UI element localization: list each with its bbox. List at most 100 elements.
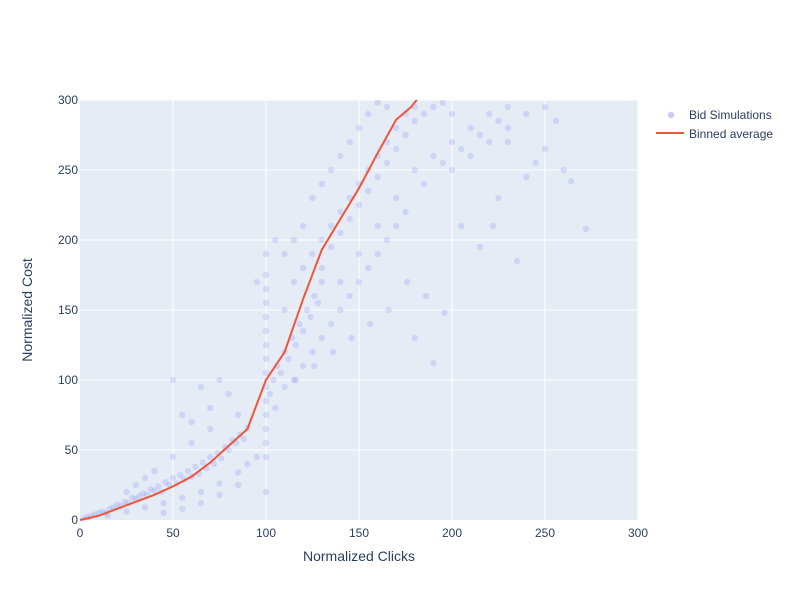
scatter-point bbox=[162, 479, 169, 486]
x-axis-title: Normalized Clicks bbox=[303, 548, 415, 564]
scatter-point bbox=[104, 512, 112, 519]
scatter-point bbox=[393, 145, 400, 153]
x-tick-label: 300 bbox=[628, 526, 648, 540]
scatter-point bbox=[327, 166, 335, 174]
legend-label-bid-simulations: Bid Simulations bbox=[689, 108, 772, 122]
scatter-point bbox=[486, 110, 493, 118]
scatter-point bbox=[290, 236, 298, 244]
scatter-point bbox=[225, 390, 232, 398]
scatter-point bbox=[136, 493, 143, 500]
scatter-point bbox=[366, 320, 374, 328]
scatter-point bbox=[355, 201, 363, 209]
scatter-point bbox=[411, 334, 418, 342]
scatter-point bbox=[141, 504, 149, 511]
scatter-point bbox=[383, 159, 391, 167]
scatter-point bbox=[262, 355, 270, 363]
scatter-point bbox=[355, 250, 363, 258]
scatter-point bbox=[411, 166, 418, 174]
legend-marker-scatter bbox=[667, 111, 675, 119]
scatter-point bbox=[458, 145, 465, 153]
scatter-point bbox=[277, 369, 285, 377]
scatter-point bbox=[458, 222, 465, 230]
scatter-point bbox=[318, 264, 325, 272]
scatter-point bbox=[318, 236, 325, 244]
scatter-point bbox=[439, 99, 446, 107]
scatter-point bbox=[374, 99, 381, 107]
scatter-point bbox=[448, 110, 456, 118]
scatter-point bbox=[272, 404, 279, 412]
scatter-point bbox=[179, 505, 186, 512]
scatter-point bbox=[285, 355, 292, 363]
scatter-point bbox=[355, 124, 363, 132]
binned-average-line bbox=[79, 99, 418, 521]
scatter-point bbox=[266, 390, 273, 398]
scatter-point bbox=[346, 292, 353, 300]
scatter-point bbox=[300, 264, 307, 272]
scatter-point bbox=[393, 222, 400, 230]
scatter-point bbox=[365, 187, 372, 195]
scatter-point bbox=[513, 257, 521, 265]
scatter-point bbox=[154, 483, 162, 490]
scatter-point bbox=[495, 117, 502, 125]
scatter-point bbox=[197, 500, 205, 507]
scatter-point bbox=[262, 369, 270, 377]
scatter-point bbox=[114, 501, 121, 508]
y-axis-title: Normalized Cost bbox=[19, 258, 35, 362]
scatter-point bbox=[541, 103, 549, 111]
scatter-point bbox=[355, 278, 363, 286]
scatter-point bbox=[311, 362, 318, 370]
scatter-point bbox=[582, 225, 590, 232]
scatter-point bbox=[160, 500, 167, 507]
scatter-point bbox=[290, 278, 298, 286]
scatter-point bbox=[192, 463, 199, 470]
scatter-point bbox=[290, 376, 298, 384]
scatter-point bbox=[262, 271, 270, 279]
scatter-point bbox=[318, 334, 325, 342]
scatter-point bbox=[281, 383, 288, 391]
grid-lines bbox=[80, 99, 639, 520]
scatter-point bbox=[441, 309, 448, 316]
legend-item-binned-average[interactable]: Binned average bbox=[656, 127, 773, 141]
scatter-point bbox=[420, 110, 428, 118]
scatter-point bbox=[504, 124, 511, 132]
scatter-point bbox=[318, 278, 325, 286]
scatter-point bbox=[123, 488, 130, 496]
scatter-point bbox=[262, 250, 270, 258]
scatter-point bbox=[337, 229, 344, 237]
scatter-point bbox=[327, 222, 335, 230]
scatter-point bbox=[307, 313, 314, 321]
legend-item-bid-simulations[interactable]: Bid Simulations bbox=[667, 108, 772, 122]
scatter-point bbox=[151, 467, 158, 475]
y-tick-label: 0 bbox=[71, 513, 78, 527]
scatter-point bbox=[552, 117, 560, 125]
scatter-point bbox=[365, 264, 372, 272]
scatter-point bbox=[560, 166, 567, 174]
scatter-point bbox=[292, 341, 299, 349]
scatter-point bbox=[402, 131, 409, 139]
scatter-point bbox=[188, 418, 195, 426]
scatter-point bbox=[199, 459, 206, 466]
scatter-point bbox=[121, 498, 128, 505]
scatter-point bbox=[374, 250, 381, 258]
scatter-point bbox=[262, 397, 270, 405]
binned-average-series bbox=[79, 99, 418, 521]
scatter-point bbox=[309, 250, 316, 258]
scatter-point bbox=[210, 460, 218, 468]
scatter-point bbox=[184, 467, 192, 475]
scatter-point bbox=[337, 208, 344, 216]
x-tick-label: 100 bbox=[256, 526, 276, 540]
scatter-point bbox=[147, 486, 154, 493]
scatter-point bbox=[448, 138, 456, 146]
y-tick-label: 150 bbox=[58, 303, 78, 317]
scatter-point bbox=[346, 138, 353, 146]
scatter-point bbox=[467, 124, 474, 132]
x-tick-label: 200 bbox=[442, 526, 462, 540]
legend[interactable]: Bid Simulations Binned average bbox=[656, 108, 773, 141]
scatter-point bbox=[430, 103, 437, 111]
scatter-point bbox=[140, 490, 147, 497]
scatter-point bbox=[303, 306, 311, 314]
scatter-point bbox=[253, 453, 260, 461]
scatter-point bbox=[383, 236, 391, 244]
scatter-point bbox=[141, 474, 149, 482]
scatter-point bbox=[504, 103, 511, 111]
